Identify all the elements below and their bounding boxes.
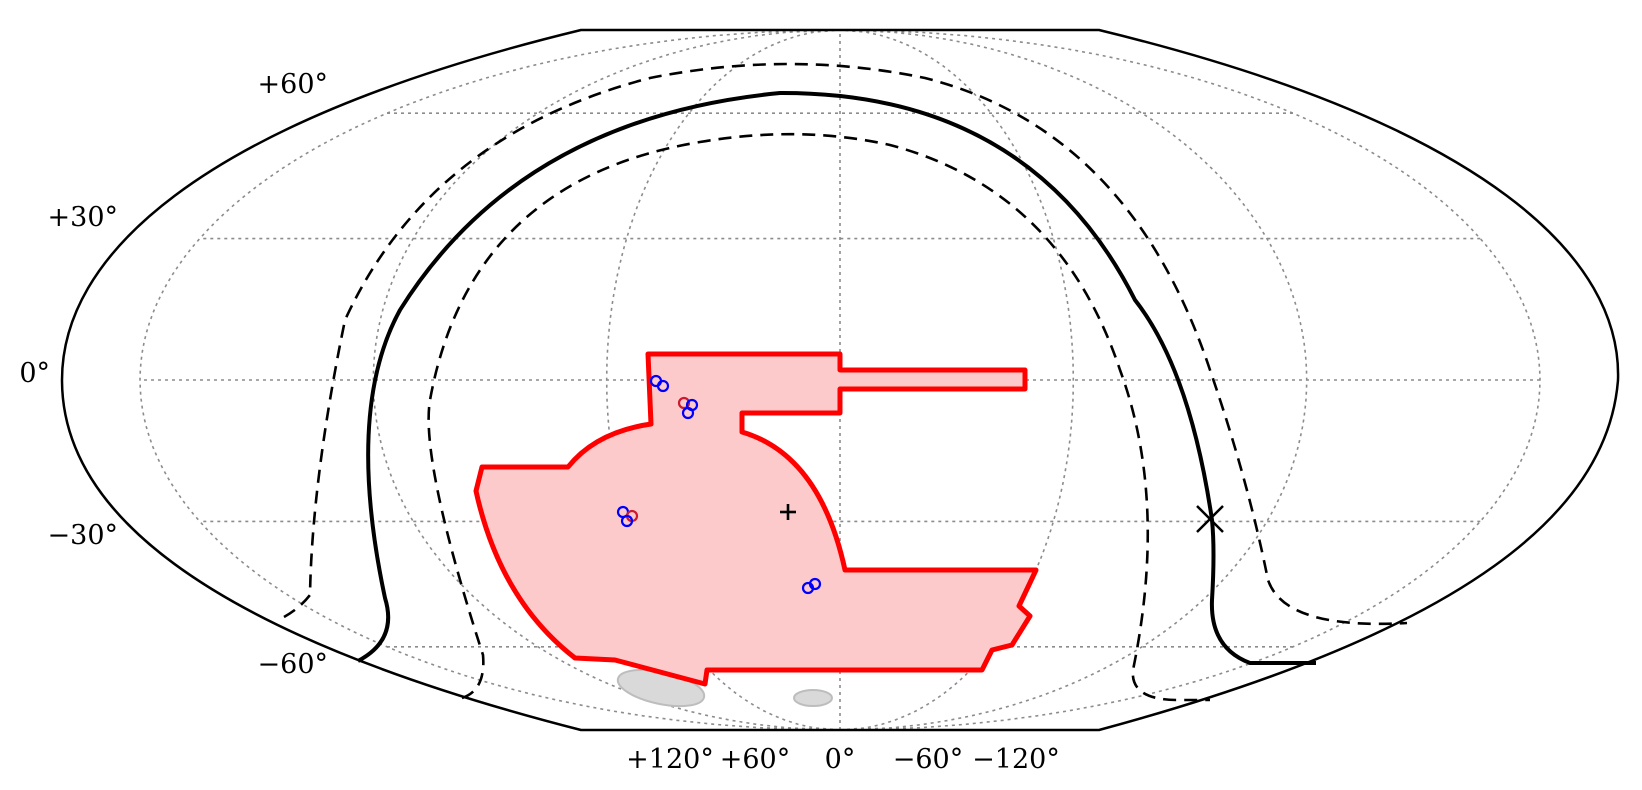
longitude-gridline	[139, 29, 841, 731]
field-circle-blue	[656, 379, 670, 393]
map-boundary	[60, 28, 1620, 732]
field-circle-blue	[620, 514, 634, 528]
field-circle-blue	[681, 406, 695, 420]
lat-label-minus30: −30°	[48, 520, 118, 551]
lat-label-0: 0°	[19, 358, 50, 389]
lon-label-0: 0°	[825, 744, 856, 775]
south-galactic-pole-cross	[1196, 505, 1224, 533]
galactic-plane-line	[357, 90, 1316, 665]
galactic-bound-inner	[427, 132, 1210, 702]
galactic-bound-outer	[283, 62, 1408, 626]
longitude-gridline	[839, 29, 1308, 731]
lon-label-minus120: −120°	[972, 744, 1060, 775]
longitude-gridline	[839, 29, 1075, 731]
survey-footprint	[473, 351, 1039, 687]
field-circles	[616, 374, 822, 595]
plus-marker	[780, 504, 796, 520]
field-circle-red	[677, 396, 691, 410]
lat-label-plus60: +60°	[258, 69, 328, 100]
lon-label-plus60: +60°	[720, 744, 790, 775]
lon-label-minus60: −60°	[893, 744, 963, 775]
lat-label-plus30: +30°	[48, 202, 118, 233]
field-circle-blue	[808, 577, 822, 591]
longitude-gridline	[839, 29, 1541, 731]
longitude-gridline	[605, 29, 841, 731]
small-magellanic-cloud	[793, 689, 833, 707]
lon-label-plus120: +120°	[626, 744, 714, 775]
lat-label-minus60: −60°	[258, 649, 328, 680]
